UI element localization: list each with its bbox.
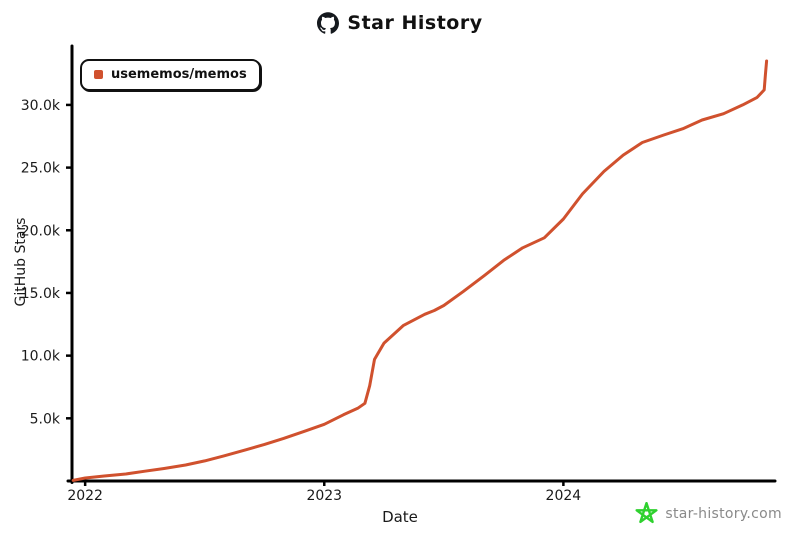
svg-text:15.0k: 15.0k [21,286,61,302]
star-logo-icon [635,502,658,525]
svg-text:2024: 2024 [546,488,582,504]
github-octocat-icon [317,12,340,34]
svg-text:2023: 2023 [306,488,342,504]
x-axis-title: Date [382,508,418,526]
svg-text:10.0k: 10.0k [21,349,61,365]
svg-text:25.0k: 25.0k [21,161,61,177]
svg-text:2022: 2022 [67,488,103,504]
svg-text:20.0k: 20.0k [21,223,61,239]
star-history-brand-link[interactable]: star-history.com [635,502,782,525]
header: Star History [0,8,800,38]
svg-text:30.0k: 30.0k [21,98,61,114]
series-marker [94,70,103,79]
brand-text: star-history.com [665,505,782,522]
svg-text:5.0k: 5.0k [30,411,61,427]
series-label: usememos/memos [111,67,247,82]
legend: usememos/memos [80,59,261,91]
page-title: Star History [347,12,483,34]
y-axis-title: GitHub Stars [13,217,29,307]
